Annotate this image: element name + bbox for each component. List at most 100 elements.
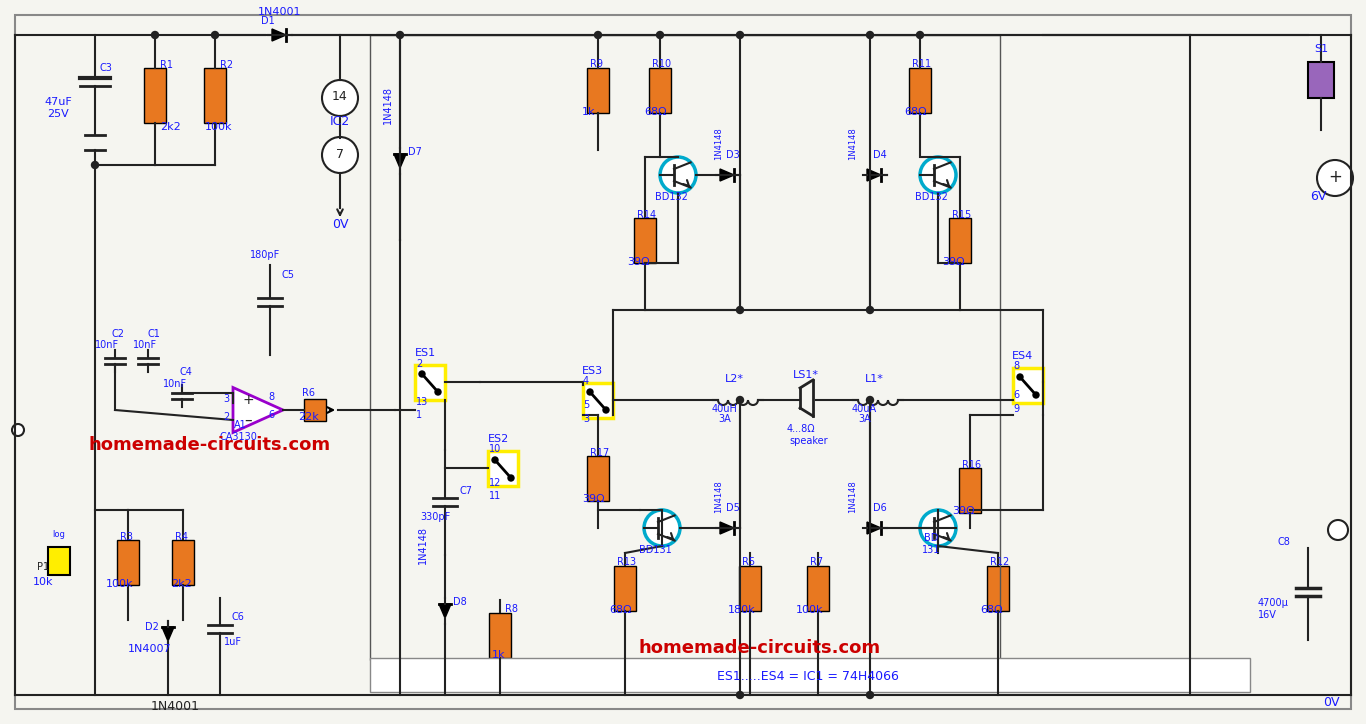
Circle shape: [92, 161, 98, 169]
Text: 3A: 3A: [858, 414, 870, 424]
Text: 3A: 3A: [719, 414, 731, 424]
Circle shape: [736, 32, 743, 38]
Text: 3: 3: [223, 394, 229, 404]
Text: D7: D7: [408, 147, 422, 157]
FancyBboxPatch shape: [807, 565, 829, 610]
Text: R16: R16: [962, 460, 981, 470]
Text: L2*: L2*: [725, 374, 744, 384]
Text: 40uH: 40uH: [712, 404, 738, 414]
Text: BD132: BD132: [915, 192, 948, 202]
Text: R4: R4: [175, 532, 189, 542]
FancyBboxPatch shape: [370, 658, 1250, 692]
Text: 10nF: 10nF: [96, 340, 119, 350]
Text: D5: D5: [725, 503, 740, 513]
Text: 11: 11: [489, 491, 501, 501]
Text: 1N4007: 1N4007: [128, 644, 172, 654]
Text: L1*: L1*: [865, 374, 884, 384]
Text: 1N4148: 1N4148: [848, 127, 856, 160]
Polygon shape: [867, 522, 881, 534]
FancyBboxPatch shape: [949, 217, 971, 263]
Text: R10: R10: [652, 59, 671, 69]
Text: 5: 5: [583, 400, 589, 410]
Circle shape: [866, 397, 873, 403]
FancyBboxPatch shape: [15, 15, 1351, 709]
Text: speaker: speaker: [790, 436, 828, 446]
Text: 100k: 100k: [796, 605, 824, 615]
Text: R15: R15: [952, 210, 971, 220]
Text: 10: 10: [489, 444, 501, 454]
Text: C5: C5: [281, 270, 295, 280]
Text: 1uF: 1uF: [224, 637, 242, 647]
Circle shape: [396, 32, 403, 38]
Circle shape: [657, 32, 664, 38]
Text: R12: R12: [990, 557, 1009, 567]
Polygon shape: [163, 627, 173, 641]
Text: 14: 14: [332, 90, 348, 104]
Circle shape: [866, 691, 873, 699]
Text: 4...8Ω: 4...8Ω: [787, 424, 816, 434]
Circle shape: [1317, 160, 1352, 196]
Text: 1k: 1k: [582, 107, 596, 117]
FancyBboxPatch shape: [634, 217, 656, 263]
Circle shape: [602, 407, 609, 413]
Text: 6: 6: [268, 410, 275, 420]
Text: 39Ω: 39Ω: [627, 257, 650, 267]
Text: 2k2: 2k2: [171, 579, 191, 589]
Text: IC2: IC2: [329, 115, 350, 128]
Text: 13: 13: [417, 397, 429, 407]
FancyBboxPatch shape: [1014, 368, 1044, 403]
Text: 0V: 0V: [1324, 696, 1340, 709]
Circle shape: [322, 137, 358, 173]
FancyBboxPatch shape: [48, 547, 70, 575]
Text: 1k: 1k: [492, 650, 505, 660]
Text: 1N4148: 1N4148: [848, 480, 856, 513]
Text: 6: 6: [1014, 390, 1019, 400]
Text: 39Ω: 39Ω: [582, 494, 605, 504]
Text: 10nF: 10nF: [163, 379, 187, 389]
Circle shape: [152, 32, 158, 38]
Text: P1: P1: [37, 562, 49, 572]
FancyBboxPatch shape: [908, 67, 932, 112]
Text: 1N4001: 1N4001: [258, 7, 302, 17]
Text: R8: R8: [505, 604, 518, 614]
Text: 7: 7: [336, 148, 344, 161]
Circle shape: [508, 475, 514, 481]
Text: R7: R7: [810, 557, 824, 567]
Text: ES1.....ES4 = IC1 = 74H4066: ES1.....ES4 = IC1 = 74H4066: [717, 670, 899, 683]
Text: D6: D6: [873, 503, 887, 513]
Text: R13: R13: [617, 557, 637, 567]
Text: 68Ω: 68Ω: [609, 605, 631, 615]
Text: LS1*: LS1*: [794, 370, 820, 380]
Circle shape: [419, 371, 425, 377]
Text: 3: 3: [583, 414, 589, 424]
Circle shape: [587, 389, 593, 395]
Text: 68Ω: 68Ω: [643, 107, 667, 117]
Circle shape: [866, 32, 873, 38]
Text: D3: D3: [725, 150, 740, 160]
FancyBboxPatch shape: [959, 468, 981, 513]
Text: +: +: [242, 393, 254, 407]
Text: log: log: [52, 530, 64, 539]
Text: 47uF
25V: 47uF 25V: [44, 97, 72, 119]
Text: D1: D1: [261, 16, 275, 26]
Circle shape: [12, 424, 25, 436]
Text: C4: C4: [180, 367, 193, 377]
Polygon shape: [720, 169, 734, 181]
Circle shape: [917, 32, 923, 38]
Text: 12: 12: [489, 478, 501, 488]
Text: –: –: [245, 413, 251, 427]
FancyBboxPatch shape: [489, 613, 511, 657]
Circle shape: [919, 510, 956, 546]
Text: C2: C2: [112, 329, 126, 339]
FancyBboxPatch shape: [739, 565, 761, 610]
Text: C8: C8: [1279, 537, 1291, 547]
Text: 1N4148: 1N4148: [418, 526, 428, 564]
Text: R2: R2: [220, 60, 234, 70]
FancyBboxPatch shape: [488, 450, 518, 486]
Text: ES4: ES4: [1012, 351, 1033, 361]
Circle shape: [1018, 374, 1023, 380]
Text: BD
131: BD 131: [922, 534, 940, 555]
Polygon shape: [867, 169, 881, 181]
Text: D8: D8: [454, 597, 467, 607]
FancyBboxPatch shape: [415, 364, 445, 400]
